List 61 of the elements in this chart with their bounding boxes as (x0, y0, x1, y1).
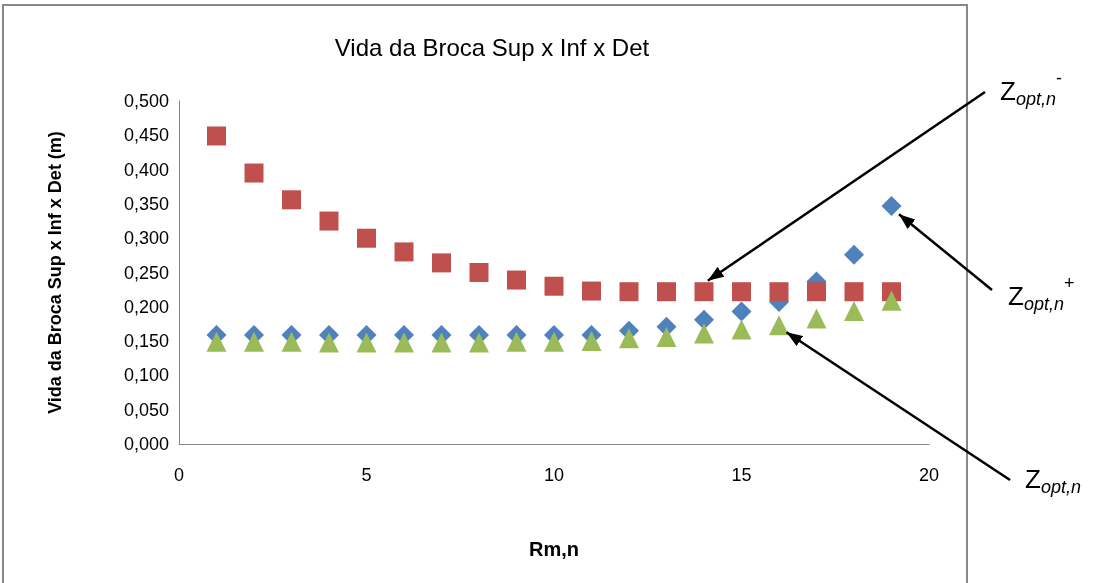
point (394, 242, 414, 262)
x-tick-label: 15 (731, 465, 752, 485)
point (206, 331, 227, 352)
point (582, 281, 601, 301)
point (431, 332, 452, 353)
point (319, 332, 339, 353)
point (807, 282, 826, 302)
point (469, 332, 489, 353)
y-tick-label: 0,200 (123, 296, 169, 317)
y-axis-title: Vida da Broca Sup x Inf x Det (m) (45, 131, 65, 414)
point (656, 326, 677, 347)
point (881, 290, 902, 311)
point (806, 308, 827, 329)
y-tick-label: 0,250 (123, 262, 169, 283)
y-tick-label: 0,100 (123, 365, 169, 386)
point (357, 228, 376, 248)
y-tick-label: 0,350 (123, 193, 169, 214)
y-tick-label: 0,150 (123, 331, 169, 352)
x-axis-title: Rm,n (529, 538, 579, 560)
x-tick-label: 0 (173, 465, 185, 485)
point (694, 323, 714, 344)
annotation: Z$_{opt,n}$ (1025, 464, 1081, 497)
point (844, 282, 864, 302)
point (844, 244, 864, 265)
point (619, 282, 639, 302)
point (844, 300, 864, 321)
point (319, 211, 339, 231)
point (244, 163, 264, 183)
point (282, 190, 301, 210)
x-tick-label: 20 (918, 465, 940, 485)
point (507, 270, 526, 290)
point (356, 332, 377, 353)
y-tick-label: 0,050 (123, 399, 169, 420)
point (581, 331, 602, 352)
point (207, 126, 226, 146)
point (469, 263, 489, 282)
point (394, 332, 414, 353)
y-tick-label: 0,500 (123, 91, 169, 111)
point (731, 301, 752, 322)
x-tick-label: 5 (361, 465, 372, 485)
point (244, 331, 264, 352)
x-tick-label: 10 (543, 465, 565, 485)
point (694, 282, 714, 302)
point (694, 309, 714, 330)
point (769, 282, 789, 302)
point (657, 282, 676, 302)
chart-title: Vida da Broca Sup x Inf x Det (334, 33, 650, 61)
y-tick-label: 0,450 (123, 125, 169, 146)
point (544, 276, 564, 296)
point (544, 331, 564, 352)
point (619, 328, 639, 349)
point (769, 315, 789, 336)
y-tick-label: 0,000 (123, 434, 169, 454)
point (881, 195, 902, 216)
point (732, 282, 751, 302)
point (432, 253, 451, 273)
point (281, 331, 302, 352)
point (731, 319, 752, 340)
point (506, 331, 527, 352)
y-tick-label: 0,300 (123, 228, 169, 249)
y-tick-label: 0,400 (123, 159, 169, 180)
